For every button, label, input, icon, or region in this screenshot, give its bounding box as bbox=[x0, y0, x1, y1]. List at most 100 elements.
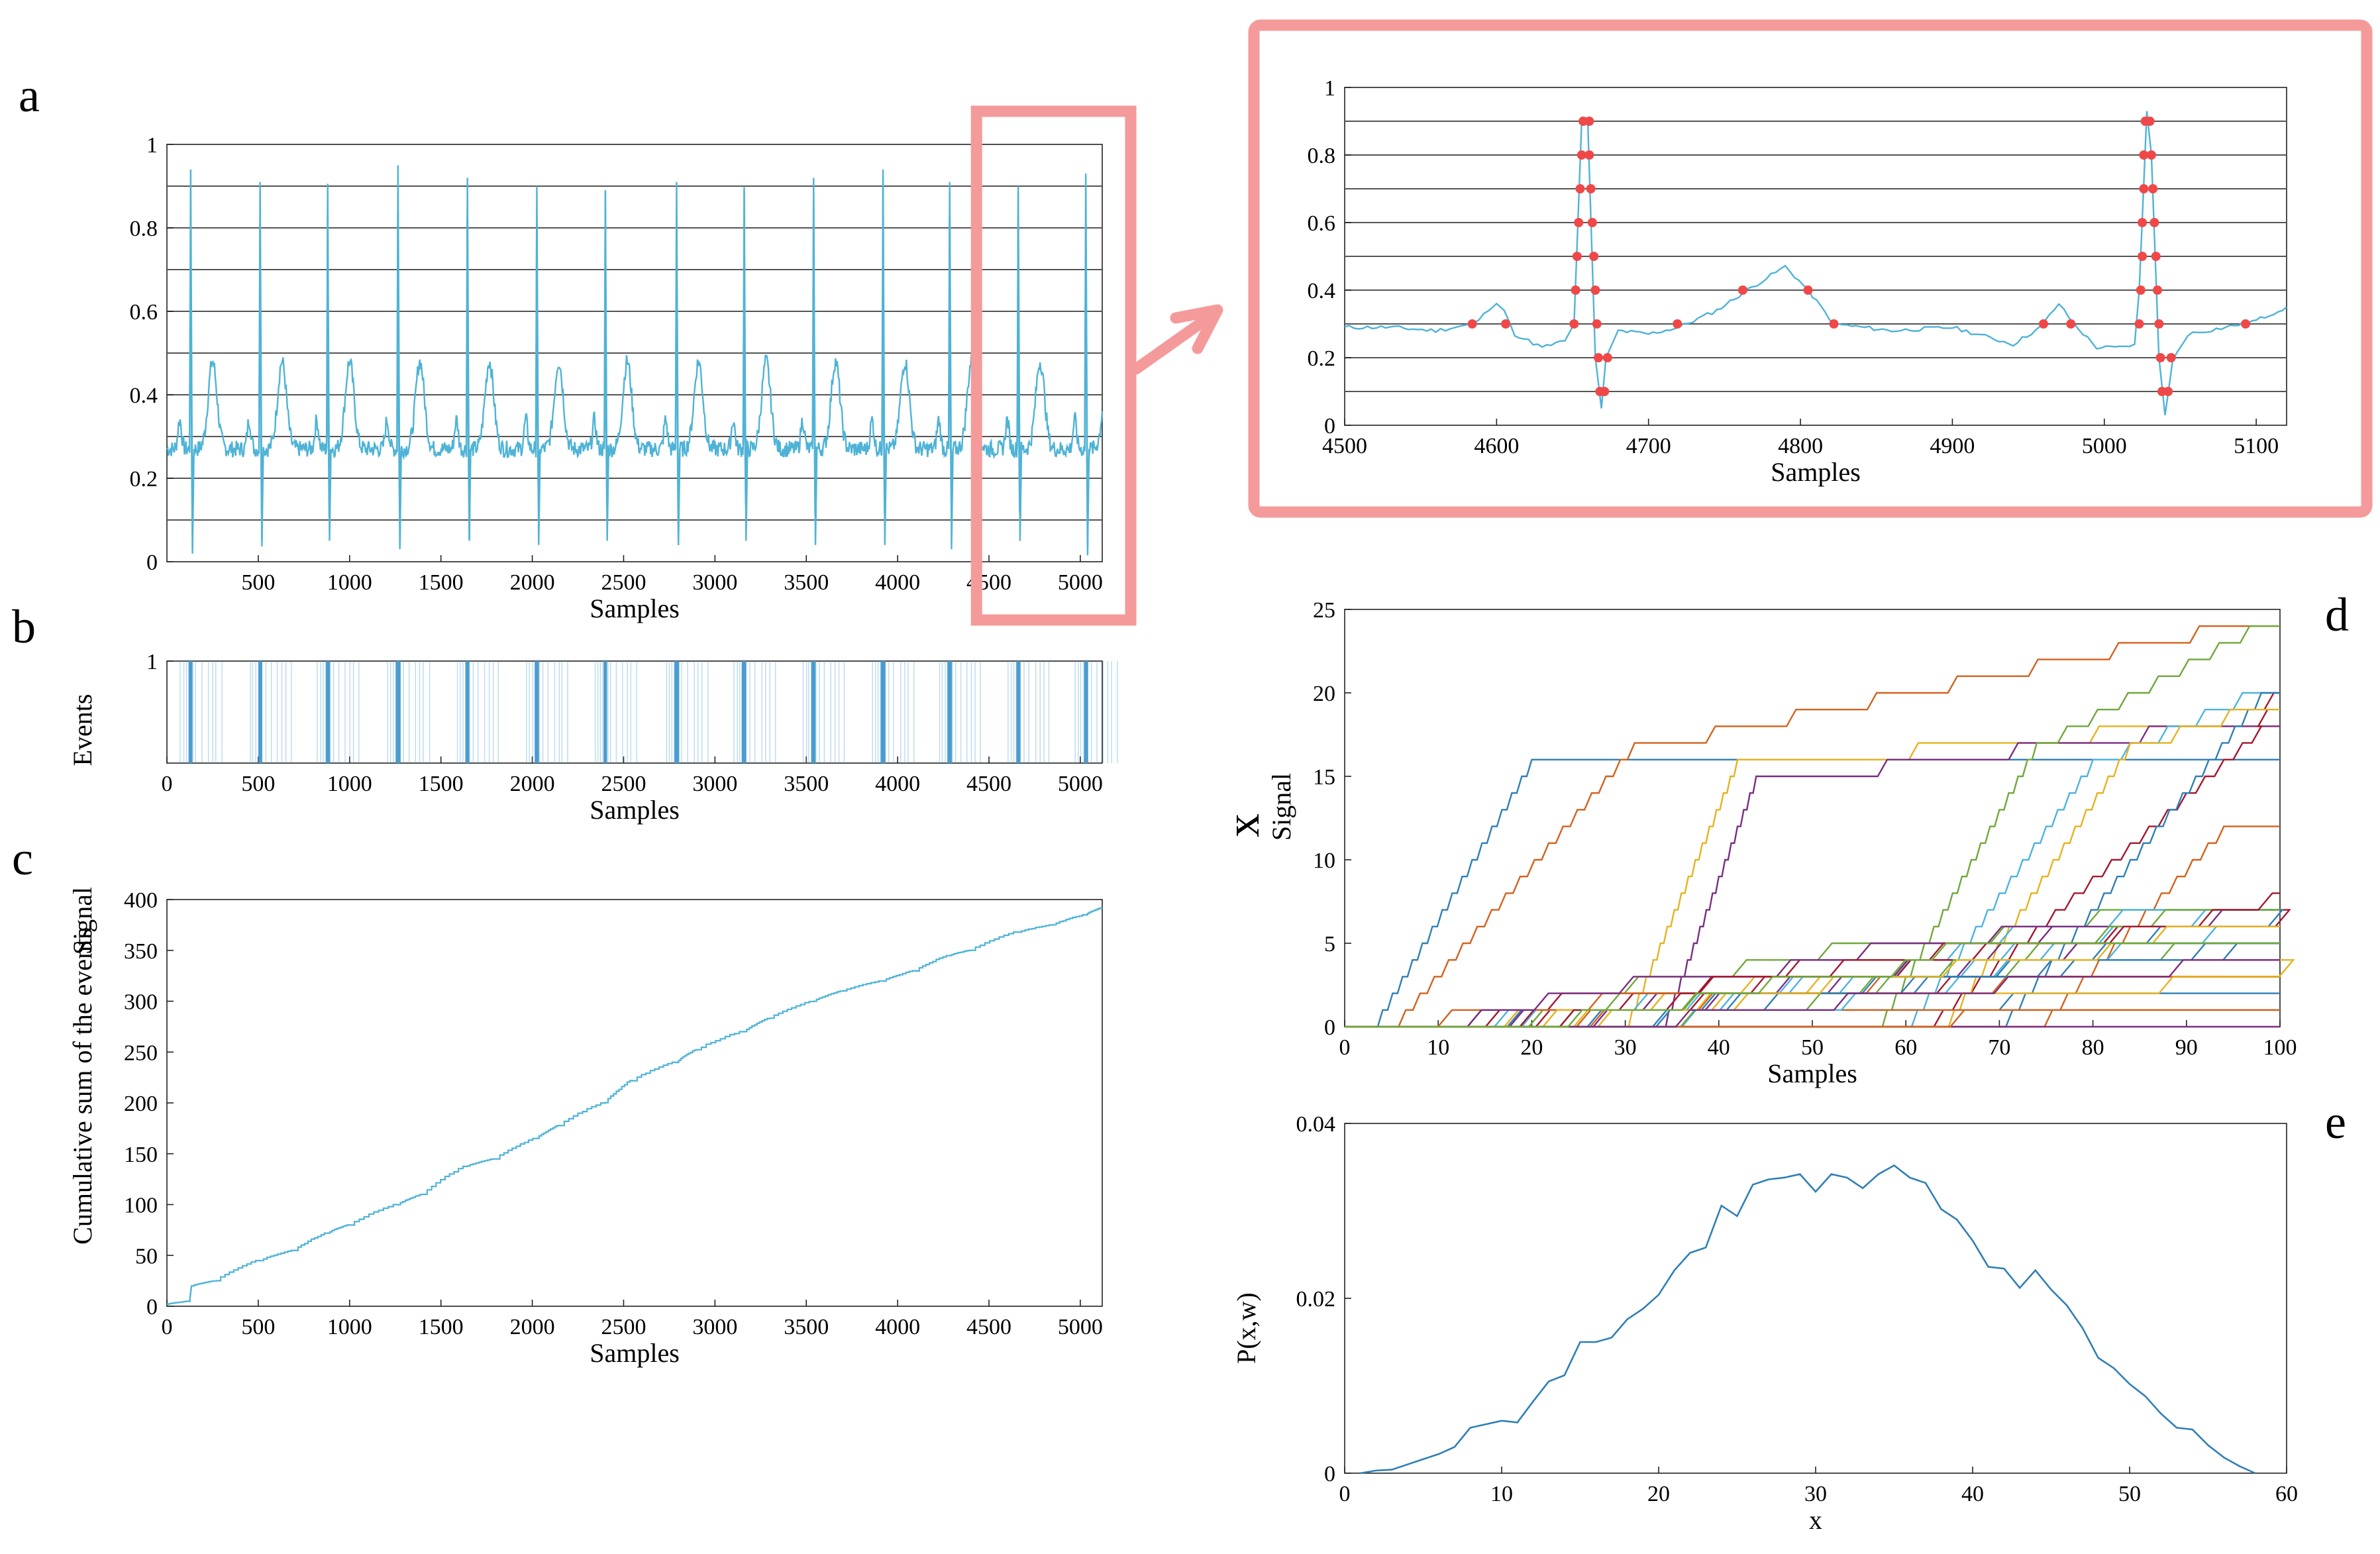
event-marker bbox=[1572, 252, 1582, 261]
zoom-frame bbox=[1248, 19, 2373, 518]
walk-series bbox=[1345, 892, 2280, 1028]
qrs-spike bbox=[947, 181, 954, 550]
qrs-spike bbox=[603, 190, 610, 541]
x-tick-label: 1000 bbox=[327, 570, 372, 595]
event-marker bbox=[2138, 252, 2147, 261]
cumulative-sum-chart: 0 500 1000 1500 2000 2500 3000 3500 4000 4500 5000… bbox=[68, 888, 1104, 1368]
qrs-spike bbox=[674, 181, 681, 545]
x-tick-label: 2000 bbox=[510, 1315, 555, 1339]
event-marker bbox=[1467, 319, 1477, 329]
x-axis-label: Samples bbox=[590, 594, 680, 623]
qrs-spike bbox=[1016, 185, 1023, 541]
y-tick-label: 350 bbox=[124, 939, 158, 964]
x-tick-label: 10 bbox=[1490, 1482, 1513, 1506]
x-tick-label: 0 bbox=[1339, 1482, 1351, 1506]
event-marker bbox=[2241, 319, 2251, 329]
x-tick-label: 30 bbox=[1614, 1035, 1637, 1060]
event-marker bbox=[1602, 353, 1612, 362]
random-walks-chart: 0 10 20 30 40 50 60 70 80 90 100 0 5 10 15 20 25 Samples x bbox=[1216, 598, 2297, 1088]
x-axis-label: Samples bbox=[590, 795, 680, 825]
walk-series bbox=[1345, 909, 2291, 1028]
y-tick-label: 0 bbox=[1324, 414, 1335, 439]
qrs-spike bbox=[396, 165, 403, 550]
event-marker bbox=[2139, 150, 2149, 160]
x-tick-label: 1500 bbox=[419, 1315, 464, 1339]
x-tick-label: 80 bbox=[2082, 1035, 2104, 1060]
walk-series bbox=[1345, 625, 2280, 1028]
walk-series bbox=[1345, 758, 2280, 1028]
x-tick-label: 3000 bbox=[692, 772, 737, 796]
walk-series bbox=[1345, 909, 2280, 1028]
y-tick-label: 0 bbox=[1324, 1462, 1335, 1486]
highlight-box bbox=[970, 105, 1137, 626]
y-tick-label: 1 bbox=[1324, 76, 1335, 101]
y-tick-label: 0 bbox=[146, 1295, 158, 1320]
y-axis-label: Events bbox=[68, 694, 97, 766]
x-tick-label: 3500 bbox=[784, 570, 829, 595]
event-marker bbox=[1737, 285, 1747, 295]
zoom-arrow-head bbox=[1170, 304, 1223, 354]
event-marker bbox=[2134, 319, 2144, 329]
event-marker bbox=[1501, 319, 1511, 329]
y-tick-label: 150 bbox=[124, 1143, 158, 1167]
event-marker bbox=[1571, 285, 1580, 295]
walk-series bbox=[1345, 909, 2280, 1028]
walk-series bbox=[1345, 976, 2280, 1028]
walk-series bbox=[1345, 909, 2280, 1028]
y-axis-label: x bbox=[1216, 813, 1269, 837]
x-tick-label: 1500 bbox=[419, 772, 464, 796]
x-tick-label: 50 bbox=[1801, 1035, 1824, 1060]
x-tick-label: 10 bbox=[1427, 1035, 1449, 1060]
event-marker bbox=[1590, 285, 1600, 295]
probability-line bbox=[1360, 1164, 2256, 1475]
y-tick-label: 0.2 bbox=[130, 467, 158, 492]
walk-series bbox=[1345, 976, 2280, 1028]
x-tick-label: 5000 bbox=[1058, 1315, 1103, 1339]
x-axis-label: Samples bbox=[1767, 1059, 1857, 1088]
x-tick-label: 500 bbox=[241, 1315, 275, 1339]
event-marker bbox=[1574, 218, 1584, 227]
x-tick-label: 4900 bbox=[1930, 434, 1975, 458]
y-tick-label: 250 bbox=[124, 1041, 158, 1065]
x-tick-label: 2500 bbox=[601, 1315, 646, 1339]
qrs-spike bbox=[811, 181, 818, 545]
events-chart: 0 500 1000 1500 2000 2500 3000 3500 4000 4500 5000… bbox=[68, 650, 1118, 825]
x-tick-label: 2500 bbox=[601, 772, 646, 796]
x-tick-label: 4800 bbox=[1778, 434, 1823, 458]
walk-series bbox=[1345, 942, 2280, 1028]
x-tick-label: 2000 bbox=[510, 772, 555, 796]
event-marker bbox=[1586, 184, 1596, 193]
qrs-spike bbox=[742, 190, 749, 541]
y-tick-label: 0 bbox=[146, 550, 158, 575]
event-marker bbox=[1584, 117, 1594, 126]
y-tick-label: 300 bbox=[124, 990, 158, 1015]
event-marker bbox=[1587, 218, 1597, 227]
y-tick-label: 0.04 bbox=[1296, 1112, 1336, 1137]
y-tick-label: 25 bbox=[1313, 598, 1335, 623]
y-tick-label: 50 bbox=[135, 1244, 158, 1269]
x-tick-label: 5000 bbox=[1058, 772, 1103, 796]
x-tick-label: 5000 bbox=[2082, 434, 2127, 458]
signal-chart: 500 1000 1500 2000 2500 3000 3500 4000 4500 50000… bbox=[68, 133, 1104, 955]
qrs-spike bbox=[1084, 174, 1090, 550]
walk-series bbox=[1345, 976, 2280, 1028]
y-axis-label: Signal bbox=[68, 887, 97, 955]
x-tick-label: 90 bbox=[2175, 1035, 2198, 1060]
y-tick-label: 0.2 bbox=[1308, 346, 1336, 371]
y-tick-label: 0.4 bbox=[1308, 279, 1336, 303]
y-axis-label: Signal bbox=[1267, 773, 1296, 841]
x-axis-label: Samples bbox=[1771, 457, 1861, 487]
panel-labels: a b c d e bbox=[12, 69, 2349, 1149]
zoom-connector bbox=[970, 19, 2373, 626]
walk-series bbox=[1345, 976, 2280, 1028]
plot-frame bbox=[1344, 609, 2281, 1027]
x-tick-label: 4600 bbox=[1474, 434, 1519, 458]
y-tick-label: 0 bbox=[1324, 1015, 1335, 1040]
y-tick-label: 1 bbox=[146, 650, 158, 674]
event-marker bbox=[2138, 218, 2147, 227]
y-tick-label: 100 bbox=[124, 1194, 158, 1218]
event-marker bbox=[2145, 117, 2155, 126]
qrs-spike bbox=[188, 169, 195, 550]
x-tick-label: 4500 bbox=[966, 1315, 1011, 1339]
